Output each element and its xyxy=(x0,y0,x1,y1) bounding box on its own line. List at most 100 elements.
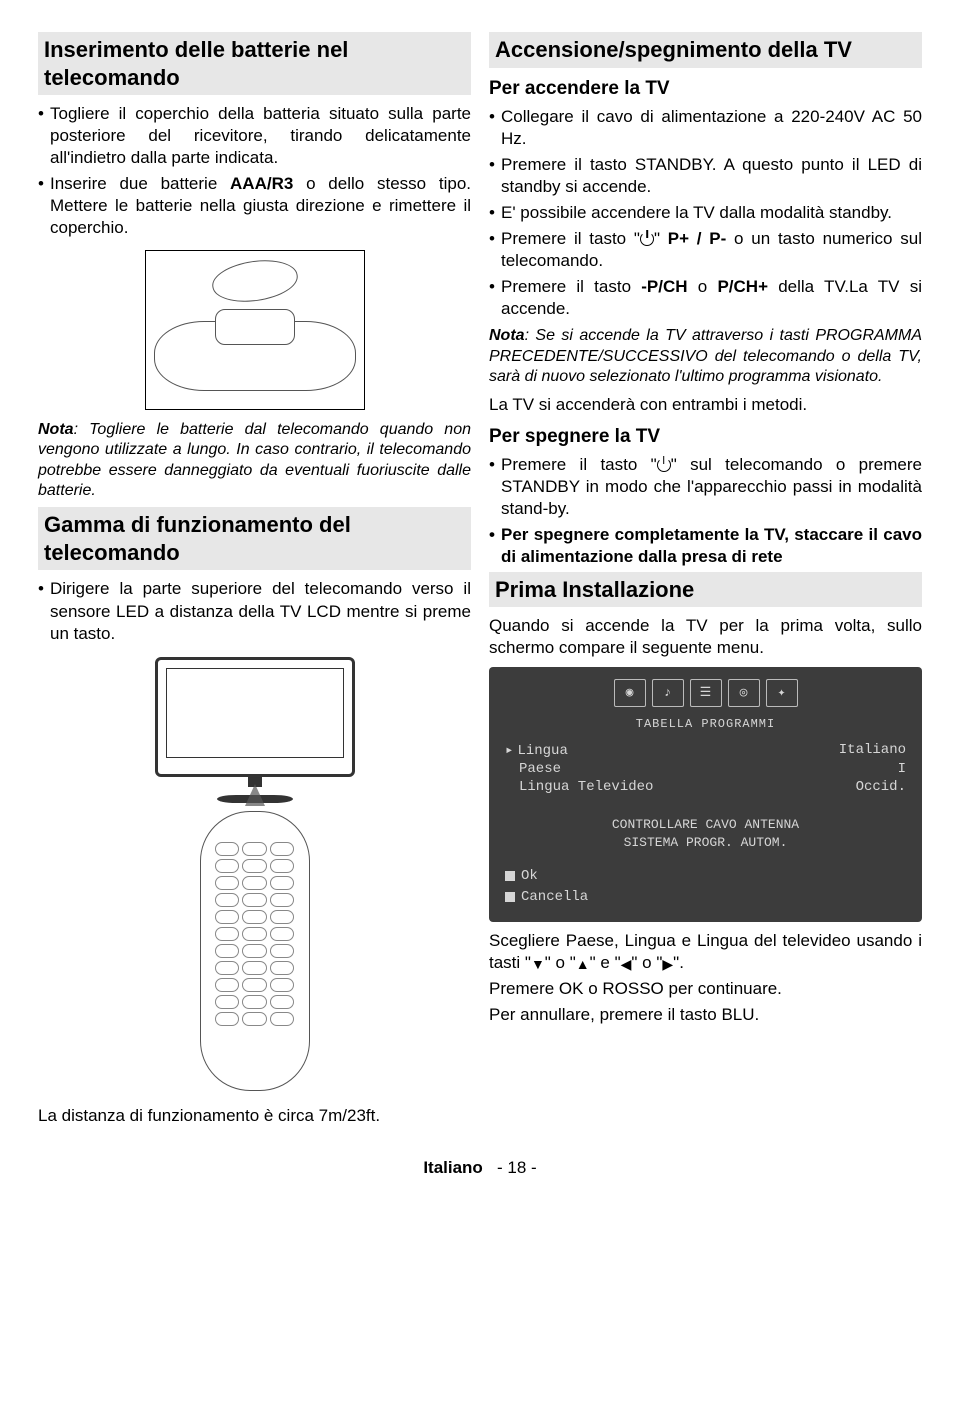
remote-btn xyxy=(215,893,240,907)
sub-turn-off: Per spegnere la TV xyxy=(489,426,922,448)
bullet-connect-power: Collegare il cavo di alimentazione a 220… xyxy=(489,106,922,150)
osd-ok-label: Ok xyxy=(521,868,538,884)
turn-on-bullets: Collegare il cavo di alimentazione a 220… xyxy=(489,106,922,321)
remote-btn xyxy=(242,842,267,856)
bullet-remove-cover: Togliere il coperchio della batteria sit… xyxy=(38,103,471,169)
power-icon xyxy=(657,458,671,472)
remote-figure xyxy=(200,811,310,1091)
section-first-install: Prima Installazione xyxy=(489,572,922,608)
section-tv-power: Accensione/spegnimento della TV xyxy=(489,32,922,68)
osd-icons-row: ◉ ♪ ☰ ◎ ✦ xyxy=(489,675,922,713)
bullet-standby-mode: E' possibile accendere la TV dalla modal… xyxy=(489,202,922,224)
osd-label: Lingua xyxy=(517,743,567,759)
press-blue-text: Per annullare, premere il tasto BLU. xyxy=(489,1004,922,1026)
text: Premere il tasto " xyxy=(501,229,640,248)
remote-btn xyxy=(242,978,267,992)
osd-cancel-label: Cancella xyxy=(521,889,588,905)
left-column: Inserimento delle batterie nel telecoman… xyxy=(38,30,471,1130)
osd-screenshot: ◉ ♪ ☰ ◎ ✦ TABELLA PROGRAMMI ▸Lingua Ital… xyxy=(489,667,922,922)
bullet-press-standby: Premere il tasto STANDBY. A questo punto… xyxy=(489,154,922,198)
osd-center-1: CONTROLLARE CAVO ANTENNA xyxy=(489,816,922,834)
footer-language: Italiano xyxy=(423,1158,483,1177)
osd-row-paese: Paese I xyxy=(505,760,906,778)
remote-btn xyxy=(270,944,295,958)
remote-btn xyxy=(215,961,240,975)
remote-btn xyxy=(270,910,295,924)
page-footer: Italiano - 18 - xyxy=(38,1158,922,1178)
remote-btn xyxy=(270,876,295,890)
remote-btn xyxy=(242,876,267,890)
power-icon xyxy=(640,232,654,246)
text: -P/CH xyxy=(641,277,687,296)
remote-btn xyxy=(215,859,240,873)
remote-btn xyxy=(242,995,267,1009)
choose-text: Scegliere Paese, Lingua e Lingua del tel… xyxy=(489,930,922,974)
battery-cover-shape xyxy=(209,255,300,307)
battery-note: Nota: Togliere le batterie dal telecoman… xyxy=(38,420,471,502)
remote-btn xyxy=(215,1012,240,1026)
bullet-insert-batteries: Inserire due batterie AAA/R3 o dello ste… xyxy=(38,173,471,239)
osd-value: Occid. xyxy=(856,779,906,795)
remote-btn xyxy=(215,876,240,890)
osd-ok: Ok xyxy=(505,866,906,887)
osd-icon: ◉ xyxy=(614,679,646,707)
osd-value: Italiano xyxy=(839,742,906,759)
sub-turn-on: Per accendere la TV xyxy=(489,78,922,100)
note-text: : Togliere le batterie dal telecomando q… xyxy=(38,421,471,499)
remote-btn xyxy=(215,842,240,856)
distance-text: La distanza di funzionamento è circa 7m/… xyxy=(38,1105,471,1127)
remote-btn xyxy=(242,944,267,958)
remote-btn xyxy=(215,927,240,941)
right-column: Accensione/spegnimento della TV Per acce… xyxy=(489,30,922,1130)
both-methods: La TV si accenderà con entrambi i metodi… xyxy=(489,394,922,416)
text: " o " xyxy=(545,953,576,972)
remote-btn xyxy=(270,927,295,941)
remote-button-grid xyxy=(215,842,295,1076)
battery-cavity-shape xyxy=(215,309,295,345)
osd-icon: ☰ xyxy=(690,679,722,707)
osd-title: TABELLA PROGRAMMI xyxy=(489,713,922,739)
turn-off-bullets: Premere il tasto "" sul telecomando o pr… xyxy=(489,454,922,568)
osd-row-lingua: ▸Lingua Italiano xyxy=(505,741,906,760)
bullet-ch-buttons: Premere il tasto -P/CH o P/CH+ della TV.… xyxy=(489,276,922,320)
remote-btn xyxy=(242,859,267,873)
remote-btn xyxy=(270,859,295,873)
remote-btn xyxy=(270,961,295,975)
text: P+ / P- xyxy=(668,229,727,248)
down-arrow-icon: ▼ xyxy=(531,956,545,974)
first-install-text: Quando si accende la TV per la prima vol… xyxy=(489,615,922,659)
remote-btn xyxy=(270,842,295,856)
osd-icon: ◎ xyxy=(728,679,760,707)
range-bullets: Dirigere la parte superiore del telecoma… xyxy=(38,578,471,644)
remote-btn xyxy=(270,995,295,1009)
section-remote-range: Gamma di funzionamento del telecomando xyxy=(38,507,471,570)
osd-square-icon xyxy=(505,871,515,881)
bullet-point-remote: Dirigere la parte superiore del telecoma… xyxy=(38,578,471,644)
remote-btn xyxy=(242,893,267,907)
remote-btn xyxy=(270,1012,295,1026)
remote-btn xyxy=(242,961,267,975)
osd-list: ▸Lingua Italiano Paese I Lingua Televide… xyxy=(489,739,922,804)
remote-btn xyxy=(242,910,267,924)
osd-center-2: SISTEMA PROGR. AUTOM. xyxy=(489,834,922,852)
remote-btn xyxy=(215,944,240,958)
battery-figure xyxy=(145,250,365,410)
note-text: : Se si accende la TV attraverso i tasti… xyxy=(489,327,922,385)
osd-icon: ♪ xyxy=(652,679,684,707)
osd-center: CONTROLLARE CAVO ANTENNA SISTEMA PROGR. … xyxy=(489,804,922,864)
text: P/CH+ xyxy=(717,277,768,296)
remote-btn xyxy=(270,978,295,992)
press-ok-text: Premere OK o ROSSO per continuare. xyxy=(489,978,922,1000)
section-battery-insert: Inserimento delle batterie nel telecoman… xyxy=(38,32,471,95)
tv-frame xyxy=(155,657,355,777)
left-arrow-icon: ◀ xyxy=(621,956,632,974)
osd-value: I xyxy=(898,761,906,777)
osd-square-icon xyxy=(505,892,515,902)
footer-page-number: - 18 - xyxy=(497,1158,537,1177)
osd-label: Lingua Televideo xyxy=(505,779,653,795)
text: ". xyxy=(673,953,684,972)
note-label: Nota xyxy=(38,421,74,438)
text: " e " xyxy=(590,953,621,972)
note-label: Nota xyxy=(489,327,525,344)
remote-btn xyxy=(215,995,240,1009)
